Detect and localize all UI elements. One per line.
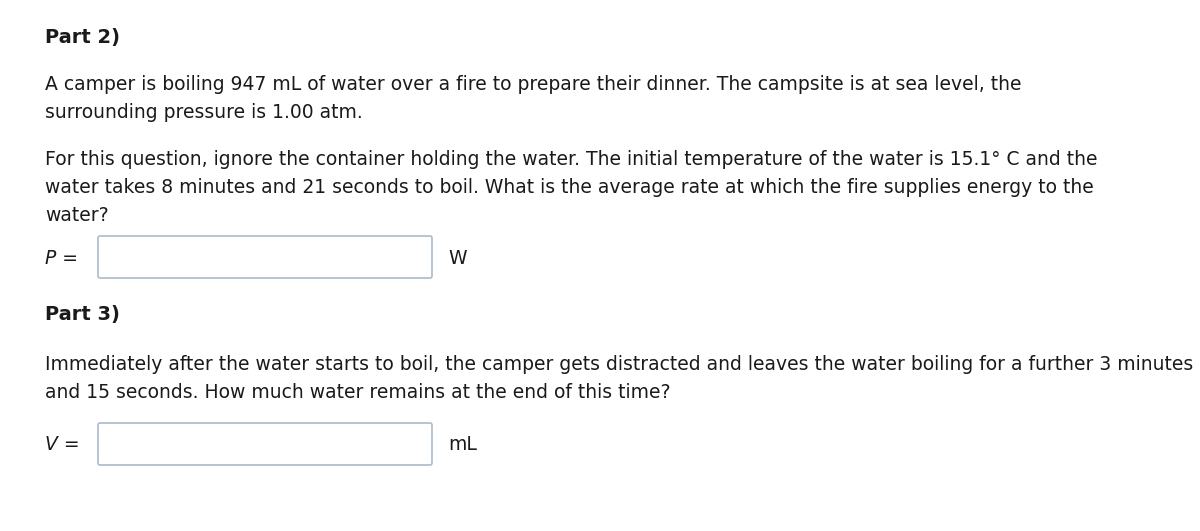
Text: and 15 seconds. How much water remains at the end of this time?: and 15 seconds. How much water remains a…: [46, 383, 671, 402]
Text: Part 3): Part 3): [46, 305, 120, 324]
Text: V =: V =: [46, 434, 79, 453]
Text: A camper is boiling 947 mL of water over a fire to prepare their dinner. The cam: A camper is boiling 947 mL of water over…: [46, 75, 1021, 94]
Text: P =: P =: [46, 249, 78, 268]
Text: mL: mL: [448, 434, 476, 453]
Text: Immediately after the water starts to boil, the camper gets distracted and leave: Immediately after the water starts to bo…: [46, 355, 1193, 374]
FancyBboxPatch shape: [98, 423, 432, 465]
Text: For this question, ignore the container holding the water. The initial temperatu: For this question, ignore the container …: [46, 150, 1098, 169]
FancyBboxPatch shape: [98, 236, 432, 278]
Text: surrounding pressure is 1.00 atm.: surrounding pressure is 1.00 atm.: [46, 103, 362, 122]
Text: Part 2): Part 2): [46, 28, 120, 47]
Text: water?: water?: [46, 206, 109, 225]
Text: W: W: [448, 249, 467, 268]
Text: water takes 8 minutes and 21 seconds to boil. What is the average rate at which : water takes 8 minutes and 21 seconds to …: [46, 178, 1093, 197]
